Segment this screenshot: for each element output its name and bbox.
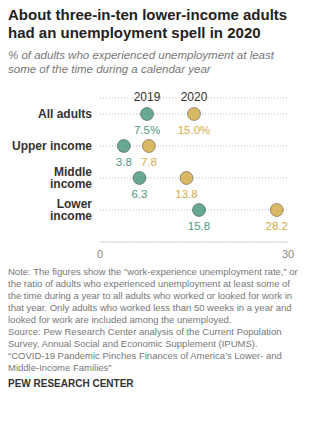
svg-text:7.5%: 7.5% — [134, 124, 160, 136]
html-text:PEW RESEARCH CENTER: PEW RESEARCH CENTER — [8, 378, 134, 389]
svg-text:15.0%: 15.0% — [178, 124, 211, 136]
svg-text:7.8: 7.8 — [141, 156, 157, 168]
html-text:“COVID-19 Pandemic Pinches Fin: “COVID-19 Pandemic Pinches Finances of A… — [8, 350, 282, 373]
svg-text:30: 30 — [282, 248, 294, 260]
svg-text:6.3: 6.3 — [131, 188, 147, 200]
html-text:Note: The figures show the “wo: Note: The figures show the “work-experie… — [8, 266, 298, 325]
svg-text:0: 0 — [97, 248, 103, 260]
svg-text:Upper income: Upper income — [12, 139, 92, 153]
svg-text:15.8: 15.8 — [188, 220, 210, 232]
svg-text:28.2: 28.2 — [266, 220, 288, 232]
svg-text:2020: 2020 — [181, 90, 208, 104]
html-text:% of adults who experienced un: % of adults who experienced unemployment… — [8, 49, 274, 75]
svg-text:Lowerincome: Lowerincome — [50, 197, 92, 223]
svg-text:All adults: All adults — [38, 107, 92, 121]
svg-text:13.8: 13.8 — [175, 188, 197, 200]
html-text:Source: Pew Research Center an: Source: Pew Research Center analysis of … — [8, 326, 282, 349]
svg-text:2019: 2019 — [134, 90, 161, 104]
svg-text:Middleincome: Middleincome — [50, 165, 92, 191]
html-text:About three-in-ten lower-incom: About three-in-ten lower-income adults h… — [8, 6, 288, 41]
svg-text:3.8: 3.8 — [116, 156, 132, 168]
